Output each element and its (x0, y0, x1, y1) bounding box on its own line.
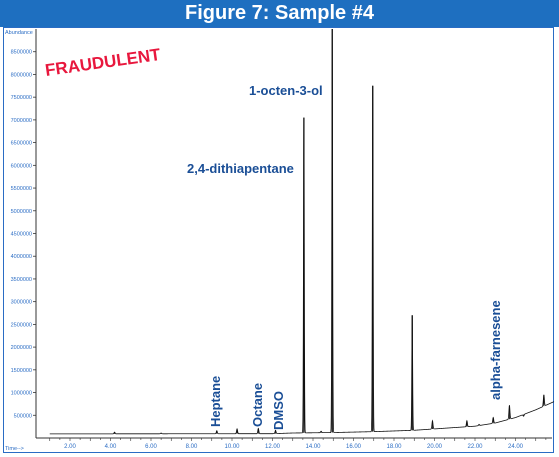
y-tick-label: 500000 (14, 413, 32, 419)
y-tick-label: 1500000 (11, 368, 32, 374)
x-tick-label: 14.00 (305, 444, 321, 450)
y-tick-label: 2000000 (11, 345, 32, 351)
peak-label: 2,4-dithiapentane (187, 161, 294, 176)
peak-label: 1-octen-3-ol (249, 83, 323, 98)
y-tick-label: 5500000 (11, 186, 32, 192)
peak-label: Octane (250, 383, 265, 427)
peak-label: Heptane (208, 376, 223, 427)
y-tick-label: 3500000 (11, 277, 32, 283)
chromatogram-trace (49, 28, 555, 435)
y-tick-label: 8000000 (11, 72, 32, 78)
y-tick-label: 2500000 (11, 322, 32, 328)
y-tick-label: 5000000 (11, 209, 32, 215)
y-axis-label: Abundance (5, 30, 33, 36)
x-tick-label: 24.00 (508, 444, 524, 450)
x-tick-label: 8.00 (186, 444, 198, 450)
y-tick-label: 7500000 (11, 95, 32, 101)
x-tick-label: 18.00 (386, 444, 402, 450)
y-tick-label: 8500000 (11, 50, 32, 56)
fraudulent-stamp: FRAUDULENT (44, 45, 162, 80)
y-tick-label: 4500000 (11, 232, 32, 238)
chromatogram-panel (3, 27, 554, 453)
x-tick-label: 4.00 (105, 444, 117, 450)
x-tick-label: 10.00 (224, 444, 240, 450)
x-tick-label: 22.00 (467, 444, 483, 450)
x-axis-label: Time--> (5, 446, 24, 452)
y-tick-label: 1000000 (11, 391, 32, 397)
x-tick-label: 2.00 (64, 444, 76, 450)
peak-label: DMSO (271, 391, 286, 430)
y-tick-label: 6500000 (11, 141, 32, 147)
x-tick-label: 6.00 (145, 444, 157, 450)
x-tick-label: 16.00 (346, 444, 362, 450)
x-tick-label: 20.00 (427, 444, 443, 450)
x-tick-label: 12.00 (265, 444, 281, 450)
peak-label: alpha-farnesene (488, 300, 503, 400)
y-tick-label: 7000000 (11, 118, 32, 124)
figure-title: Figure 7: Sample #4 (0, 0, 559, 27)
y-tick-label: 4000000 (11, 254, 32, 260)
y-tick-label: 6000000 (11, 163, 32, 169)
y-tick-label: 3000000 (11, 300, 32, 306)
